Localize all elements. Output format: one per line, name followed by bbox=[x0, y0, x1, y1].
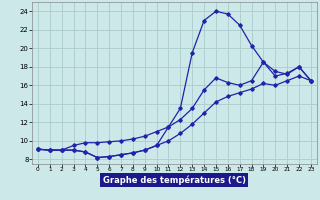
X-axis label: Graphe des températures (°C): Graphe des températures (°C) bbox=[103, 175, 246, 185]
